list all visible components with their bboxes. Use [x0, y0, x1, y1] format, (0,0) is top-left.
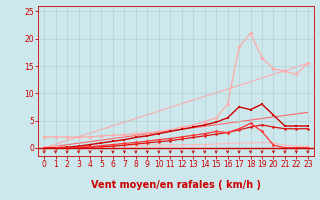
X-axis label: Vent moyen/en rafales ( km/h ): Vent moyen/en rafales ( km/h ) [91, 180, 261, 190]
